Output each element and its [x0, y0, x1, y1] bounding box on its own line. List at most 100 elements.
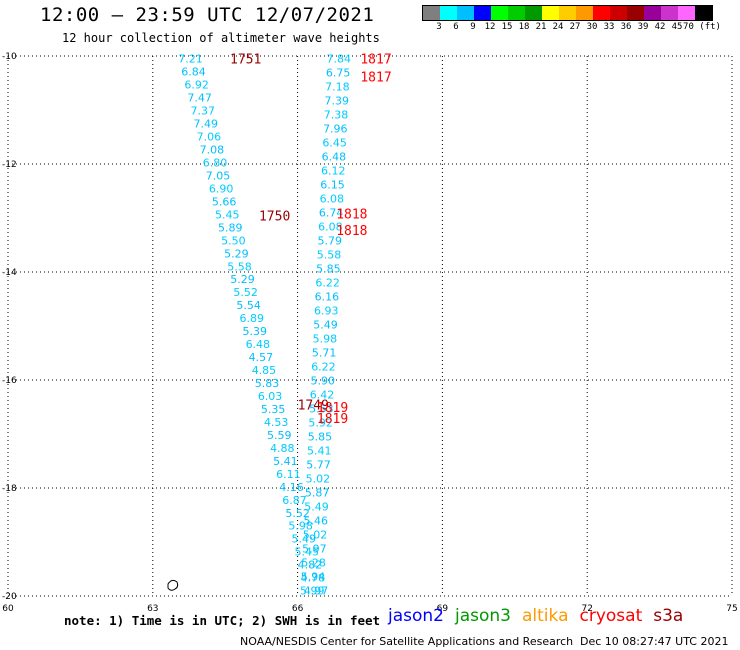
lat-tick-label: -14 [2, 268, 17, 278]
swh-value-track-b: 6.22 [311, 361, 336, 374]
lon-tick-label: 69 [437, 604, 449, 614]
swh-value-track-b: 7.38 [324, 109, 349, 122]
satellite-jason3: jason3 [455, 606, 511, 626]
swh-value-track-a: 6.90 [209, 182, 234, 195]
swh-value-track-b: 5.77 [306, 459, 331, 472]
lat-tick-label: -10 [2, 52, 17, 62]
swh-value-track-a: 5.58 [227, 260, 252, 273]
legend-swatch [474, 6, 491, 20]
swh-value-track-a: 4.16 [279, 481, 304, 494]
legend-swatch [678, 6, 695, 20]
pass-time-label: 1817 [360, 71, 391, 86]
color-scale-legend [422, 5, 713, 21]
swh-value-track-b: 6.12 [321, 165, 346, 178]
lat-tick-label: -16 [2, 376, 17, 386]
lat-tick-label: -12 [2, 160, 17, 170]
swh-value-track-b: 6.48 [322, 151, 347, 164]
legend-swatch [661, 6, 678, 20]
pass-time-label: 1818 [336, 224, 367, 239]
lat-tick-label: -18 [2, 484, 17, 494]
generation-timestamp: Dec 10 08:27:47 UTC 2021 [580, 635, 729, 648]
lat-tick-label: -20 [2, 592, 17, 602]
swh-value-track-b: 5.71 [312, 347, 337, 360]
swh-value-track-a: 6.11 [276, 468, 301, 481]
page-title: 12:00 — 23:59 UTC 12/07/2021 [40, 4, 375, 26]
swh-value-track-a: 7.37 [190, 105, 215, 118]
swh-value-track-b: 5.98 [313, 333, 338, 346]
legend-swatch [627, 6, 644, 20]
legend-label: 18 [518, 22, 530, 32]
swh-value-track-b: 6.16 [315, 291, 340, 304]
legend-swatch [576, 6, 593, 20]
legend-label: 24 [552, 22, 564, 32]
swh-value-track-a: 4.53 [264, 416, 289, 429]
legend-label: 15 [501, 22, 513, 32]
swh-value-track-b: 6.93 [314, 305, 339, 318]
swh-value-track-a: 5.89 [218, 221, 243, 234]
pass-time-label: 1751 [230, 53, 261, 68]
pass-time-label: 1817 [360, 53, 391, 68]
swh-value-track-a: 5.66 [212, 195, 237, 208]
page-subtitle: 12 hour collection of altimeter wave hei… [62, 31, 380, 45]
pass-time-label: 1749 [298, 398, 329, 413]
swh-value-track-b: 6.15 [320, 179, 345, 192]
satellite-legend: jason2 jason3 altika cryosat s3a [388, 606, 683, 626]
swh-value-track-b: 5.58 [317, 249, 342, 262]
swh-value-track-b: 5.49 [304, 501, 329, 514]
swh-value-track-a: 7.05 [206, 169, 231, 182]
swh-value-track-b: 7.96 [323, 123, 348, 136]
swh-value-track-b: 5.28 [301, 557, 326, 570]
swh-value-track-a: 5.35 [261, 403, 286, 416]
swh-value-track-a: 6.92 [184, 79, 209, 92]
legend-label: 6 [453, 22, 459, 32]
swh-value-track-a: 7.49 [194, 118, 219, 131]
legend-label: 39 [637, 22, 649, 32]
legend-label: 42 [654, 22, 666, 32]
pass-time-label: 1750 [259, 209, 290, 224]
swh-value-track-b: 5.87 [305, 487, 330, 500]
swh-value-track-a: 5.39 [243, 325, 268, 338]
swh-value-track-b: 7.39 [324, 95, 349, 108]
legend-swatch [542, 6, 559, 20]
swh-value-track-b: 5.46 [304, 515, 329, 528]
legend-label: 30 [586, 22, 598, 32]
legend-swatch [508, 6, 525, 20]
swh-value-track-b: 6.42 [310, 389, 335, 402]
swh-value-track-a: 6.03 [258, 390, 283, 403]
legend-swatch [559, 6, 576, 20]
swh-value-track-a: 7.08 [200, 144, 225, 157]
swh-value-track-a: 7.21 [178, 53, 203, 66]
swh-value-track-a: 5.45 [295, 546, 320, 559]
swh-value-track-a: 5.83 [255, 377, 279, 390]
credit-text: NOAA/NESDIS Center for Satellite Applica… [240, 635, 574, 648]
swh-value-track-a: 4.78 [301, 572, 326, 585]
swh-value-track-a: 4.85 [252, 364, 277, 377]
legend-swatch [644, 6, 661, 20]
legend-label: 21 [535, 22, 547, 32]
legend-swatch [491, 6, 508, 20]
swh-value-track-a: 5.49 [291, 533, 316, 546]
swh-value-track-b: 7.18 [325, 81, 350, 94]
legend-label: 45 [671, 22, 683, 32]
swh-value-track-a: 4.57 [249, 351, 274, 364]
swh-value-track-b: 5.85 [316, 263, 341, 276]
island-outline [167, 579, 179, 591]
satellite-s3a: s3a [653, 606, 684, 626]
swh-value-track-a: 7.06 [197, 131, 222, 144]
swh-value-track-b: 5.79 [317, 235, 342, 248]
legend-label: 12 [484, 22, 496, 32]
footer-note: note: 1) Time is in UTC; 2) SWH is in fe… [64, 613, 381, 628]
swh-value-track-a: 6.80 [203, 156, 228, 169]
swh-value-track-b: 6.74 [319, 207, 344, 220]
legend-label: 9 [470, 22, 476, 32]
swh-value-track-a: 5.29 [230, 273, 255, 286]
legend-swatch [525, 6, 542, 20]
swh-value-track-a: 5.41 [273, 455, 298, 468]
legend-swatch [695, 6, 712, 20]
swh-value-track-b: 5.49 [313, 319, 338, 332]
swh-value-track-b: 5.02 [306, 473, 331, 486]
swh-value-track-a: 4.97 [304, 585, 329, 598]
legend-label: 36 [620, 22, 632, 32]
swh-value-track-a: 6.89 [239, 312, 263, 325]
swh-value-track-a: 5.98 [288, 520, 313, 533]
